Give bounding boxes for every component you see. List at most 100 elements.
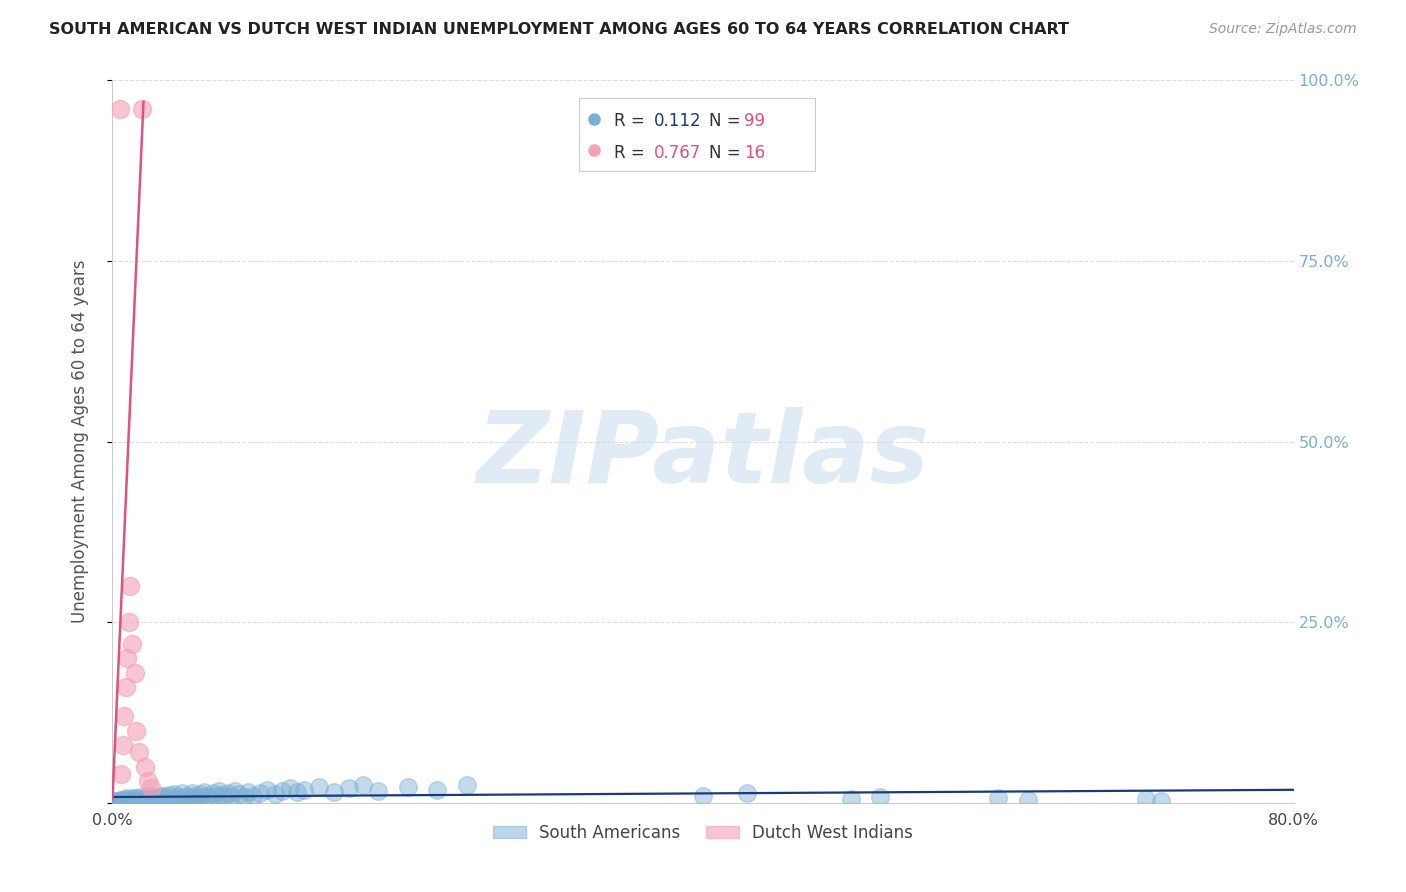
Point: [122, 790, 145, 805]
Point: [125, 723, 148, 738]
Point: [105, 794, 128, 808]
Point: [121, 792, 143, 806]
Point: [155, 792, 177, 806]
Point: [120, 794, 142, 808]
Text: R =: R =: [614, 112, 651, 130]
Point: [141, 794, 163, 808]
Point: [271, 784, 294, 798]
Point: [117, 791, 138, 805]
Point: [157, 788, 180, 802]
Point: [121, 637, 143, 651]
Point: [120, 795, 142, 809]
Text: ZIPatlas: ZIPatlas: [477, 408, 929, 505]
Text: 16: 16: [744, 144, 765, 161]
Point: [132, 794, 155, 808]
Point: [105, 796, 128, 810]
Y-axis label: Unemployment Among Ages 60 to 64 years: Unemployment Among Ages 60 to 64 years: [70, 260, 89, 624]
Point: [162, 793, 184, 807]
Point: [214, 790, 236, 805]
Point: [122, 794, 145, 808]
Point: [692, 789, 714, 803]
Point: [1150, 794, 1173, 808]
Point: [224, 783, 246, 797]
Point: [1017, 793, 1039, 807]
Point: [839, 792, 862, 806]
Point: [150, 791, 173, 805]
Point: [337, 781, 360, 796]
Point: [174, 789, 197, 804]
Text: 99: 99: [744, 112, 765, 130]
Point: [112, 709, 135, 723]
Point: [138, 789, 160, 804]
Point: [166, 790, 188, 805]
Point: [136, 794, 159, 808]
FancyBboxPatch shape: [579, 98, 815, 170]
Point: [114, 795, 136, 809]
Legend: South Americans, Dutch West Indians: South Americans, Dutch West Indians: [486, 817, 920, 848]
Point: [107, 794, 129, 808]
Point: [131, 792, 153, 806]
Text: 0.112: 0.112: [654, 112, 702, 130]
Point: [323, 785, 346, 799]
Point: [124, 795, 146, 809]
Text: 0.767: 0.767: [654, 144, 700, 161]
Point: [142, 790, 165, 805]
Point: [117, 651, 138, 665]
Point: [737, 786, 759, 800]
Point: [139, 781, 162, 796]
Point: [238, 785, 260, 799]
Point: [118, 615, 141, 630]
Point: [125, 791, 148, 805]
Point: [129, 790, 152, 805]
Text: R =: R =: [614, 144, 651, 161]
Point: [108, 102, 131, 116]
Point: [170, 786, 193, 800]
Point: [110, 767, 132, 781]
Point: [135, 793, 157, 807]
Text: Source: ZipAtlas.com: Source: ZipAtlas.com: [1209, 22, 1357, 37]
Text: N =: N =: [709, 112, 745, 130]
Point: [211, 788, 233, 802]
Point: [149, 789, 172, 803]
Point: [128, 745, 150, 759]
Point: [111, 794, 134, 808]
Point: [193, 785, 215, 799]
Point: [134, 790, 156, 805]
Point: [112, 792, 135, 806]
Point: [108, 795, 131, 809]
Point: [367, 783, 389, 797]
Text: N =: N =: [709, 144, 745, 161]
Point: [308, 780, 330, 794]
Point: [219, 789, 242, 803]
Point: [179, 791, 201, 805]
Point: [131, 102, 153, 116]
Point: [112, 794, 135, 808]
Point: [201, 786, 224, 800]
Point: [249, 786, 271, 800]
Point: [124, 793, 146, 807]
Point: [228, 787, 250, 801]
Point: [148, 793, 170, 807]
Point: [242, 789, 264, 803]
Text: SOUTH AMERICAN VS DUTCH WEST INDIAN UNEMPLOYMENT AMONG AGES 60 TO 64 YEARS CORRE: SOUTH AMERICAN VS DUTCH WEST INDIAN UNEM…: [49, 22, 1069, 37]
Point: [110, 794, 132, 808]
Point: [396, 780, 419, 794]
Point: [124, 665, 146, 680]
Point: [146, 790, 169, 805]
Point: [195, 789, 218, 803]
Point: [118, 793, 141, 807]
Point: [127, 794, 149, 808]
Point: [153, 789, 176, 804]
Point: [139, 792, 162, 806]
Point: [1135, 792, 1157, 806]
Point: [134, 760, 156, 774]
Point: [869, 790, 891, 805]
Point: [186, 790, 208, 805]
Point: [111, 738, 134, 752]
Point: [163, 787, 186, 801]
Point: [114, 680, 136, 694]
Point: [292, 782, 315, 797]
Point: [205, 789, 228, 804]
Point: [108, 793, 131, 807]
Point: [426, 782, 449, 797]
